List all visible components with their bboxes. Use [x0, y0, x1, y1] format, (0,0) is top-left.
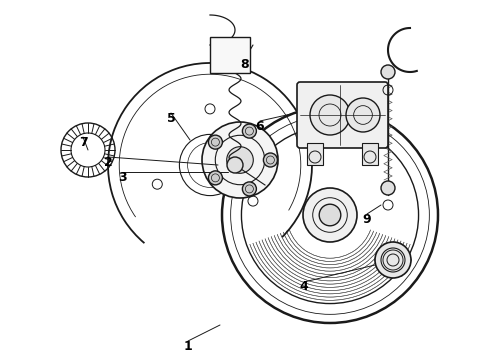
Bar	[210, 37, 250, 73]
Circle shape	[208, 171, 222, 185]
Text: 2: 2	[103, 156, 112, 168]
Text: 1: 1	[184, 339, 193, 352]
Bar	[307, 143, 323, 165]
Circle shape	[227, 147, 253, 173]
Bar	[362, 143, 378, 165]
Polygon shape	[375, 244, 411, 276]
Circle shape	[227, 157, 243, 173]
Circle shape	[381, 65, 395, 79]
Circle shape	[303, 188, 357, 242]
Text: 8: 8	[241, 58, 249, 71]
Circle shape	[381, 181, 395, 195]
Circle shape	[264, 153, 277, 167]
Text: 3: 3	[118, 171, 126, 184]
Circle shape	[243, 182, 256, 196]
Text: 5: 5	[167, 112, 175, 125]
Circle shape	[202, 122, 278, 198]
Circle shape	[310, 95, 350, 135]
Text: 7: 7	[78, 135, 87, 149]
Circle shape	[346, 98, 380, 132]
Circle shape	[208, 135, 222, 149]
Text: 4: 4	[299, 280, 308, 293]
Circle shape	[243, 124, 256, 138]
Circle shape	[375, 242, 411, 278]
FancyBboxPatch shape	[297, 82, 388, 148]
Circle shape	[319, 204, 341, 226]
Text: 6: 6	[256, 120, 264, 132]
Text: 9: 9	[363, 212, 371, 225]
